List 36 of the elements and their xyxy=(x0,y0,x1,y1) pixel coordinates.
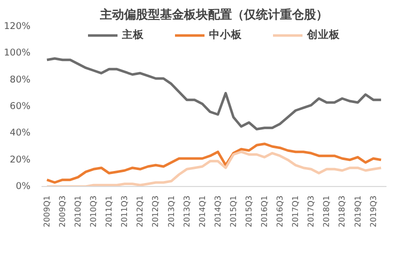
x-tick-label: 2009Q1 xyxy=(42,195,52,228)
y-tick-label: 60% xyxy=(10,101,31,112)
x-tick-label: 2010Q3 xyxy=(89,195,98,228)
legend-label: 主板 xyxy=(122,28,144,42)
x-tick-label: 2019Q1 xyxy=(353,195,362,228)
x-tick-label: 2012Q1 xyxy=(136,195,145,228)
line-series xyxy=(46,57,382,130)
x-tick-label: 2014Q3 xyxy=(213,195,222,228)
x-tick-label: 2016Q1 xyxy=(260,195,270,228)
x-tick-label: 2018Q3 xyxy=(338,195,347,228)
x-tick-label: 2015Q1 xyxy=(228,195,238,228)
x-tick-label: 2013Q3 xyxy=(182,195,192,228)
x-tick-label: 2012Q3 xyxy=(151,195,160,228)
x-tick-label: 2017Q3 xyxy=(306,195,316,228)
legend-label: 中小板 xyxy=(209,28,242,42)
legend-label: 创业板 xyxy=(307,28,340,42)
x-tick-label: 2009Q3 xyxy=(58,195,67,228)
y-tick-label: 20% xyxy=(10,154,31,166)
x-tick-label: 2011Q3 xyxy=(120,195,130,228)
chart-title: 主动偏股型基金板块配置（仅统计重仓股） xyxy=(99,8,328,22)
x-tick-label: 2010Q1 xyxy=(74,195,83,228)
x-tick-label: 2017Q1 xyxy=(291,195,300,228)
y-tick-label: 0% xyxy=(16,181,31,192)
x-tick-label: 2019Q3 xyxy=(368,195,378,228)
line-series xyxy=(46,150,382,186)
y-tick-label: 80% xyxy=(10,74,31,86)
x-tick-label: 2014Q1 xyxy=(198,195,207,228)
x-tick-label: 2015Q3 xyxy=(244,195,254,228)
y-tick-label: 100% xyxy=(4,48,31,59)
x-tick-label: 2016Q3 xyxy=(276,195,285,228)
line-series xyxy=(46,142,382,184)
x-tick-label: 2013Q1 xyxy=(166,195,176,228)
x-tick-label: 2018Q1 xyxy=(322,195,332,228)
x-tick-label: 2011Q1 xyxy=(104,195,114,228)
y-tick-label: 40% xyxy=(10,128,31,139)
y-tick-label: 120% xyxy=(4,21,31,32)
